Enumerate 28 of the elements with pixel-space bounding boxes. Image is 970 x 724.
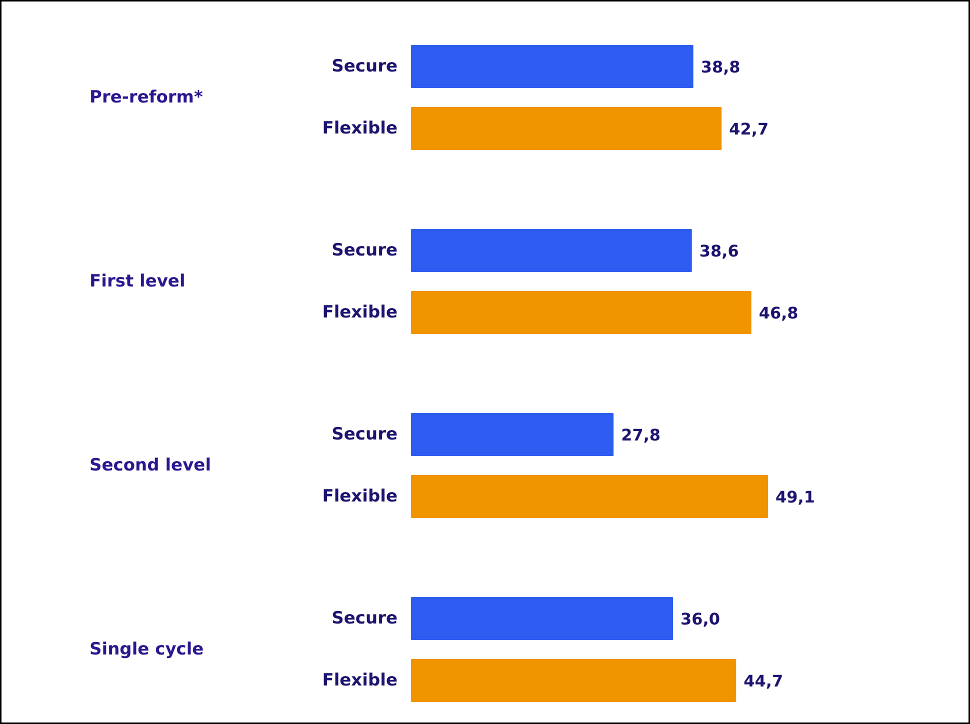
data-label: 27,8	[621, 426, 661, 444]
bar	[411, 45, 694, 88]
text: Flexible	[322, 486, 398, 506]
text: Flexible	[322, 302, 398, 322]
series-label: Secure	[332, 56, 398, 76]
bar	[411, 475, 768, 518]
data-label: 36,0	[680, 610, 720, 628]
text: Secure	[332, 424, 398, 444]
data-label: 38,8	[700, 58, 740, 76]
series-label: Flexible	[322, 118, 398, 138]
bar	[411, 659, 736, 702]
data-label: 46,8	[758, 304, 798, 322]
text: Secure	[332, 240, 398, 260]
bar	[411, 107, 722, 150]
bar	[411, 597, 674, 640]
text: Secure	[332, 608, 398, 628]
y-tick-label: First level	[90, 272, 186, 292]
text: Flexible	[322, 670, 398, 690]
data-label: 42,7	[729, 120, 769, 138]
data-label: 38,6	[699, 242, 739, 260]
bar	[411, 291, 752, 334]
bar	[411, 413, 614, 456]
data-label: 44,7	[744, 672, 784, 690]
bar	[411, 229, 692, 272]
y-tick-label: Second level	[90, 456, 212, 476]
y-tick-label: Single cycle	[90, 640, 204, 660]
data-label: 49,1	[776, 488, 815, 506]
y-tick-label: Pre-reform*	[90, 88, 204, 108]
